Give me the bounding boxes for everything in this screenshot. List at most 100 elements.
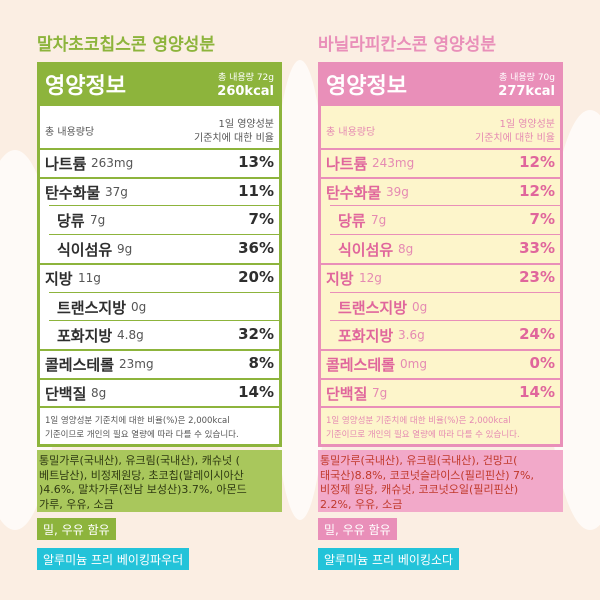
footnote-divider: [321, 406, 560, 409]
row-amount: 0g: [412, 299, 428, 314]
row-amount: 11g: [78, 270, 101, 285]
row-divider: [330, 234, 560, 236]
header-label: 영양정보: [326, 74, 407, 99]
row-name: 콜레스테롤: [326, 355, 396, 374]
ingredients-line: 베트남산), 비정제원당, 초코칩(말레이시아산: [39, 468, 244, 482]
label-header: [37, 62, 282, 106]
row-amount: 12g: [359, 270, 382, 285]
column-right: 1일 영양성분: [218, 119, 274, 130]
label-header: [318, 62, 563, 106]
row-name: 탄수화물: [45, 183, 101, 202]
row-name: 당류: [338, 212, 366, 231]
row-percent: 23%: [519, 267, 555, 286]
row-divider: [321, 348, 560, 351]
ingredients-line: )4.6%, 말차가루(전남 보성산)3.7%, 아몬드: [39, 483, 247, 496]
row-name: 콜레스테롤: [45, 355, 115, 374]
row-name: 탄수화물: [326, 183, 382, 202]
header-kcal: 277kcal: [498, 84, 555, 99]
label-box: [318, 62, 563, 447]
row-divider: [49, 291, 279, 293]
footnote-divider: [40, 406, 279, 409]
row-divider: [321, 176, 560, 179]
ingredients-line: 통밀가루(국내산), 유크림(국내산), 캐슈넛 (: [39, 454, 240, 467]
row-name: 단백질: [326, 384, 368, 403]
row-amount: 9g: [117, 242, 133, 257]
column-left: 총 내용량당: [45, 127, 95, 138]
row-amount: 7g: [371, 213, 387, 228]
row-name: 포화지방: [338, 327, 394, 346]
row-name: 트랜스지방: [338, 298, 408, 317]
row-percent: 14%: [519, 382, 555, 401]
row-name: 나트륨: [326, 155, 368, 173]
row-percent: 13%: [238, 153, 274, 171]
allergy: 밀, 우유 함유: [318, 518, 397, 540]
panel-title: 바닐라피칸스콘 영양성분: [318, 35, 496, 55]
row-amount: 7g: [90, 213, 106, 228]
footnote: 1일 영양성분 기준치에 대한 비율(%)은 2,000kcal: [45, 416, 230, 427]
row-name: 식이섬유: [57, 241, 113, 260]
row-amount: 8g: [398, 242, 414, 257]
column-right: 기준치에 대한 비율: [475, 133, 555, 144]
footnote: 기준이므로 개인의 필요 열량에 따라 다를 수 있습니다.: [45, 430, 239, 441]
label-box: [37, 62, 282, 447]
row-divider: [330, 291, 560, 293]
row-percent: 7%: [248, 210, 274, 229]
header-total: 총 내용량 72g: [217, 73, 274, 83]
panel-title: 말차초코칩스콘 영양성분: [37, 35, 215, 55]
footnote: 1일 영양성분 기준치에 대한 비율(%)은 2,000kcal: [326, 416, 511, 427]
row-name: 트랜스지방: [57, 298, 127, 317]
row-divider: [49, 205, 279, 207]
row-percent: 12%: [519, 181, 555, 200]
column-right: 기준치에 대한 비율: [194, 133, 274, 144]
column-right: 1일 영양성분: [499, 119, 555, 130]
row-divider: [321, 262, 560, 265]
row-divider: [40, 262, 279, 265]
row-divider: [40, 377, 279, 380]
row-name: 지방: [45, 269, 73, 288]
row-divider: [330, 320, 560, 322]
header-total: 총 내용량 70g: [498, 73, 555, 83]
row-divider: [40, 348, 279, 351]
row-amount: 23mg: [119, 356, 154, 371]
allergy: 밀, 우유 함유: [37, 518, 116, 540]
row-name: 단백질: [45, 384, 87, 403]
row-divider: [40, 148, 279, 150]
ingredients-line: 2.2%, 우유, 소금: [320, 497, 403, 511]
row-amount: 0mg: [400, 356, 427, 371]
header-label: 영양정보: [45, 74, 126, 99]
ingredients-line: 통밀가루(국내산), 유크림(국내산), 건망고(: [320, 454, 518, 467]
row-percent: 14%: [238, 382, 274, 401]
row-amount: 243mg: [372, 156, 415, 170]
row-name: 식이섬유: [338, 241, 394, 260]
row-name: 나트륨: [45, 155, 87, 173]
row-percent: 12%: [519, 153, 555, 171]
row-divider: [321, 377, 560, 380]
row-divider: [321, 148, 560, 150]
ingredients-box: [37, 450, 282, 512]
badge: 알루미늄 프리 베이킹소다: [318, 548, 460, 570]
column-left: 총 내용량당: [326, 127, 376, 138]
row-percent: 11%: [238, 181, 274, 200]
row-amount: 3.6g: [398, 328, 425, 343]
row-percent: 32%: [238, 325, 274, 344]
header-kcal: 260kcal: [217, 84, 274, 99]
row-percent: 0%: [529, 353, 555, 372]
row-amount: 263mg: [91, 156, 134, 170]
row-amount: 8g: [91, 385, 107, 400]
row-amount: 37g: [105, 184, 128, 199]
ingredients-box: [318, 450, 563, 512]
footnote: 기준이므로 개인의 필요 열량에 따라 다를 수 있습니다.: [326, 430, 520, 441]
row-percent: 20%: [238, 267, 274, 286]
row-amount: 7g: [372, 385, 388, 400]
row-divider: [40, 176, 279, 179]
ingredients-line: 가루, 우유, 소금: [39, 497, 114, 511]
row-name: 포화지방: [57, 327, 113, 346]
row-percent: 33%: [519, 239, 555, 258]
row-divider: [330, 205, 560, 207]
row-amount: 4.8g: [117, 328, 144, 343]
ingredients-line: 비정제 원당, 캐슈넛, 코코넛오일(필리핀산): [320, 483, 519, 496]
row-amount: 39g: [386, 184, 409, 199]
row-percent: 36%: [238, 239, 274, 258]
row-divider: [49, 320, 279, 322]
